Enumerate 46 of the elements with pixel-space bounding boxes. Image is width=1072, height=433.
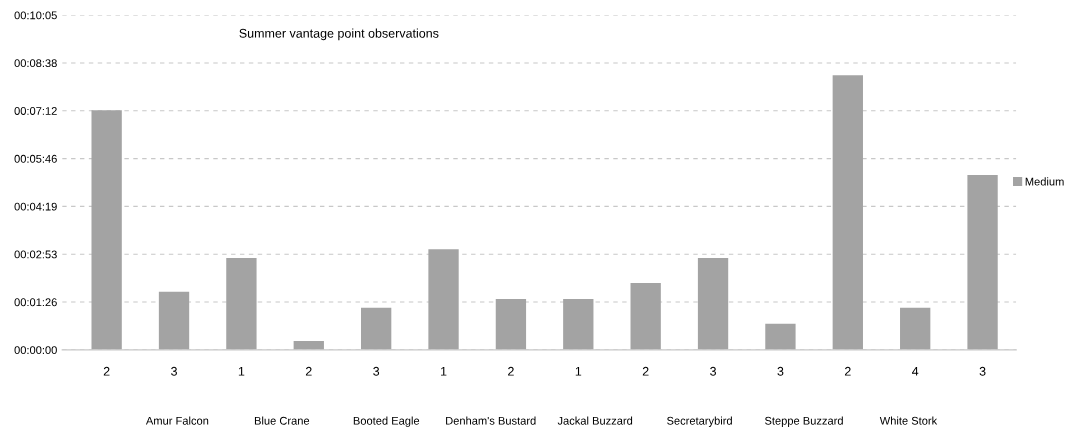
text: Denham's Bustard	[446, 416, 536, 425]
x-tick-label: 3	[710, 366, 716, 376]
bar	[361, 307, 392, 350]
text: Amur Falcon	[145, 416, 209, 425]
x-tick-label: 3	[979, 366, 986, 376]
bar	[832, 75, 863, 350]
x-tick-label: 2	[844, 366, 851, 376]
y-tick-label: 00:07:12	[14, 107, 57, 115]
bar	[563, 298, 594, 350]
bar	[967, 174, 998, 350]
bar	[495, 298, 527, 350]
x-tick-label: 1	[575, 366, 582, 376]
x-tick-label: 3	[777, 366, 784, 376]
y-tick-label: 00:05:46	[14, 154, 57, 163]
x-tick-label: 3	[373, 366, 380, 376]
y-tick-label: 00:04:19	[14, 202, 57, 211]
bar	[428, 249, 459, 350]
text: Secretarybird	[667, 416, 732, 427]
y-tick-label: 00:10:05	[14, 11, 57, 20]
text: Jackal Buzzard	[557, 416, 633, 425]
text: Summer vantage point observations	[239, 28, 439, 41]
y-tick-label: 00:02:53	[14, 250, 57, 259]
legend-label: Medium	[1025, 177, 1064, 186]
text: Booted Eagle	[353, 416, 420, 427]
y-tick-label: 00:00:00	[14, 346, 57, 354]
bar	[91, 110, 122, 350]
x-tick-label: 4	[912, 366, 919, 376]
bar	[630, 282, 661, 350]
x-tick-label: 3	[171, 366, 177, 376]
bar	[900, 307, 931, 350]
bar	[226, 258, 257, 350]
x-tick-label: 1	[238, 366, 245, 376]
x-tick-label: 2	[305, 366, 312, 376]
bar	[697, 258, 729, 350]
x-tick-label: 2	[508, 366, 514, 376]
text: White Stork	[879, 416, 938, 425]
x-tick-label: 2	[642, 366, 649, 376]
x-tick-label: 2	[103, 366, 110, 376]
y-tick-label: 00:01:26	[14, 298, 57, 307]
bar	[765, 323, 796, 350]
x-tick-label: 1	[441, 366, 447, 376]
bar	[158, 291, 190, 350]
text: Blue Crane	[254, 416, 310, 425]
text: Steppe Buzzard	[764, 416, 843, 427]
bar	[293, 341, 324, 350]
y-tick-label: 00:08:38	[14, 59, 57, 68]
